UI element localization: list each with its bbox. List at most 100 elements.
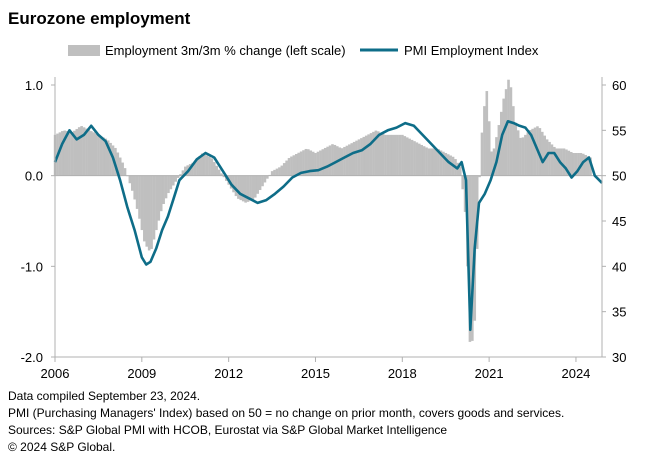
employment-bar: [140, 175, 144, 231]
employment-bar: [70, 132, 74, 176]
employment-bar: [352, 141, 356, 176]
employment-bar: [572, 153, 575, 176]
employment-bar: [345, 145, 349, 176]
right-tick-label: 30: [612, 350, 626, 365]
employment-bar: [343, 146, 346, 176]
employment-bar: [323, 147, 327, 176]
employment-bar: [258, 175, 262, 191]
employment-bar: [297, 152, 300, 176]
employment-bar: [159, 175, 163, 212]
employment-bar: [348, 144, 351, 176]
left-tick-label: 0.0: [25, 169, 43, 184]
x-axis-ticks: 2006 2009 2012 2015 2018 2021 2024: [41, 357, 590, 380]
employment-bar: [109, 142, 112, 176]
employment-bar: [492, 148, 496, 176]
employment-bar: [135, 175, 139, 209]
employment-bar: [169, 175, 173, 190]
pmi-employment-line: [53, 120, 603, 332]
employment-bar: [584, 155, 587, 176]
left-tick-label: -1.0: [21, 259, 43, 274]
employment-bar: [439, 150, 443, 176]
employment-bar: [294, 154, 298, 176]
employment-bar: [174, 175, 177, 182]
employment-bar: [386, 134, 390, 176]
employment-bar: [531, 128, 534, 176]
employment-bar: [270, 171, 274, 176]
employment-bar: [97, 134, 100, 176]
employment-bar: [376, 131, 380, 176]
employment-bar: [116, 152, 120, 176]
employment-bar: [509, 87, 513, 176]
employment-bar: [130, 175, 134, 191]
employment-bar: [157, 175, 161, 221]
employment-bar: [374, 130, 378, 176]
employment-bar: [577, 153, 580, 176]
employment-bar: [273, 169, 276, 176]
x-tick-label: 2018: [388, 366, 417, 380]
employment-bar: [403, 136, 407, 176]
employment-bar: [87, 129, 91, 176]
employment-bar: [304, 148, 308, 176]
employment-bar: [102, 137, 105, 176]
employment-bar: [415, 142, 419, 176]
employment-bar: [200, 153, 204, 176]
employment-bar: [92, 132, 95, 176]
employment-bar: [309, 150, 313, 176]
employment-bar: [574, 153, 578, 176]
employment-bar: [143, 175, 146, 242]
employment-bar: [379, 132, 382, 176]
x-tick-label: 2015: [301, 366, 330, 380]
right-tick-label: 60: [612, 78, 626, 93]
employment-bar: [326, 146, 329, 176]
employment-bar: [384, 134, 387, 176]
employment-bar: [256, 175, 259, 194]
employment-bar: [191, 162, 194, 176]
left-tick-label: -2.0: [21, 350, 43, 365]
employment-bar: [205, 155, 209, 176]
employment-bar: [405, 137, 409, 176]
employment-bar: [444, 153, 448, 176]
x-tick-label: 2006: [41, 366, 70, 380]
employment-bar: [138, 175, 141, 219]
employment-bar: [328, 145, 332, 176]
employment-bar: [393, 134, 397, 176]
employment-bar: [123, 168, 127, 176]
employment-bar: [133, 175, 136, 200]
left-tick-label: 1.0: [25, 78, 43, 93]
employment-bar: [589, 157, 592, 176]
employment-bar: [280, 165, 284, 176]
employment-bar: [118, 157, 122, 176]
employment-bar: [333, 144, 337, 176]
employment-bar: [569, 151, 573, 176]
employment-bar: [68, 131, 71, 176]
employment-bar: [533, 127, 537, 176]
employment-bar: [287, 158, 291, 176]
employment-bar: [275, 168, 279, 176]
employment-bar: [555, 148, 559, 176]
employment-bar: [543, 135, 546, 176]
note-pmi-definition: PMI (Purchasing Managers' Index) based o…: [8, 406, 565, 420]
employment-bar: [167, 175, 170, 194]
employment-bar: [461, 175, 464, 190]
employment-bar: [61, 131, 64, 176]
employment-bar: [410, 139, 414, 176]
employment-bar: [217, 169, 221, 176]
employment-bar: [372, 131, 375, 176]
employment-bar: [73, 130, 76, 176]
employment-bar: [215, 165, 218, 176]
employment-bar: [391, 134, 395, 176]
employment-bar: [528, 130, 532, 176]
employment-bar: [538, 128, 542, 176]
employment-bar: [381, 133, 385, 176]
right-tick-label: 50: [612, 169, 626, 184]
employment-bar: [420, 144, 423, 176]
employment-bar: [176, 175, 180, 178]
employment-bar: [63, 130, 67, 176]
employment-bar: [128, 175, 132, 184]
note-copyright: © 2024 S&P Global.: [8, 440, 116, 454]
employment-bar: [362, 136, 366, 176]
employment-bar: [237, 175, 240, 199]
x-tick-label: 2021: [475, 366, 504, 380]
employment-bar: [369, 133, 373, 176]
employment-bar: [442, 151, 445, 176]
